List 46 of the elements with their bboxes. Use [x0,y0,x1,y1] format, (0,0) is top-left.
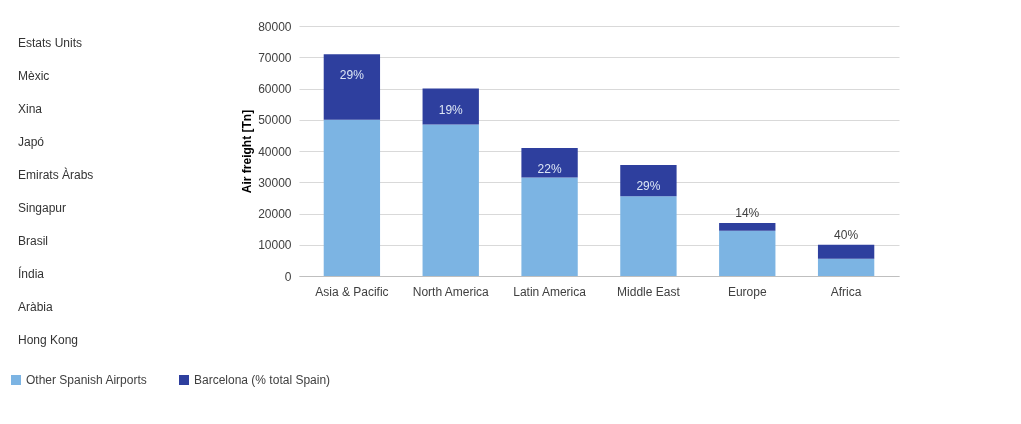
bar [521,147,578,178]
bar [817,244,875,259]
bar [620,165,677,197]
y-axis-title: Air freight [Tn] [240,109,255,194]
text: Emirats Àrabs [18,166,94,182]
annotation: 14% [735,205,760,220]
y-tick-label: 40000 [258,144,292,159]
x-tick-label: Europe [727,284,767,299]
annotation: 19% [438,102,464,117]
y-tick-label: 70000 [258,50,292,65]
bar [719,222,776,231]
text: Singapur [18,200,67,215]
x-tick-label: Middle East [617,284,681,299]
bar [323,119,381,276]
x-tick-label: North America [412,284,490,299]
bar [422,88,479,125]
x-tick-label: Asia & Pacific [315,284,389,299]
y-tick-label: 50000 [258,113,292,128]
text: Xina [18,101,43,116]
x-tick-label: Latin America [513,284,587,299]
x-tick-label: Africa [830,284,862,299]
text: Aràbia [18,299,54,314]
text: Brasil [18,233,49,248]
y-tick-label: 0 [284,269,292,284]
y-tick-label: 30000 [258,175,292,190]
bar [620,196,677,276]
legend-label: Other Spanish Airports [26,373,147,387]
annotation: 29% [339,68,365,83]
text: Japó [18,134,45,149]
y-tick-label: 20000 [258,207,292,221]
y-tick-label: 60000 [258,82,292,96]
bar [422,124,479,276]
bar [521,177,578,276]
y-tick-label: 10000 [258,238,292,253]
text: Estats Units [18,35,83,50]
annotation: 22% [537,161,562,176]
bar [719,230,776,276]
text: Hong Kong [18,332,79,347]
annotation: 40% [834,227,859,242]
legend-label: Barcelona (% total Spain) [194,373,331,387]
text: Índia [18,265,45,281]
annotation: 29% [636,179,661,194]
text: Mèxic [18,68,50,83]
y-tick-label: 80000 [258,19,292,34]
bar [817,258,875,276]
bar [323,54,381,120]
